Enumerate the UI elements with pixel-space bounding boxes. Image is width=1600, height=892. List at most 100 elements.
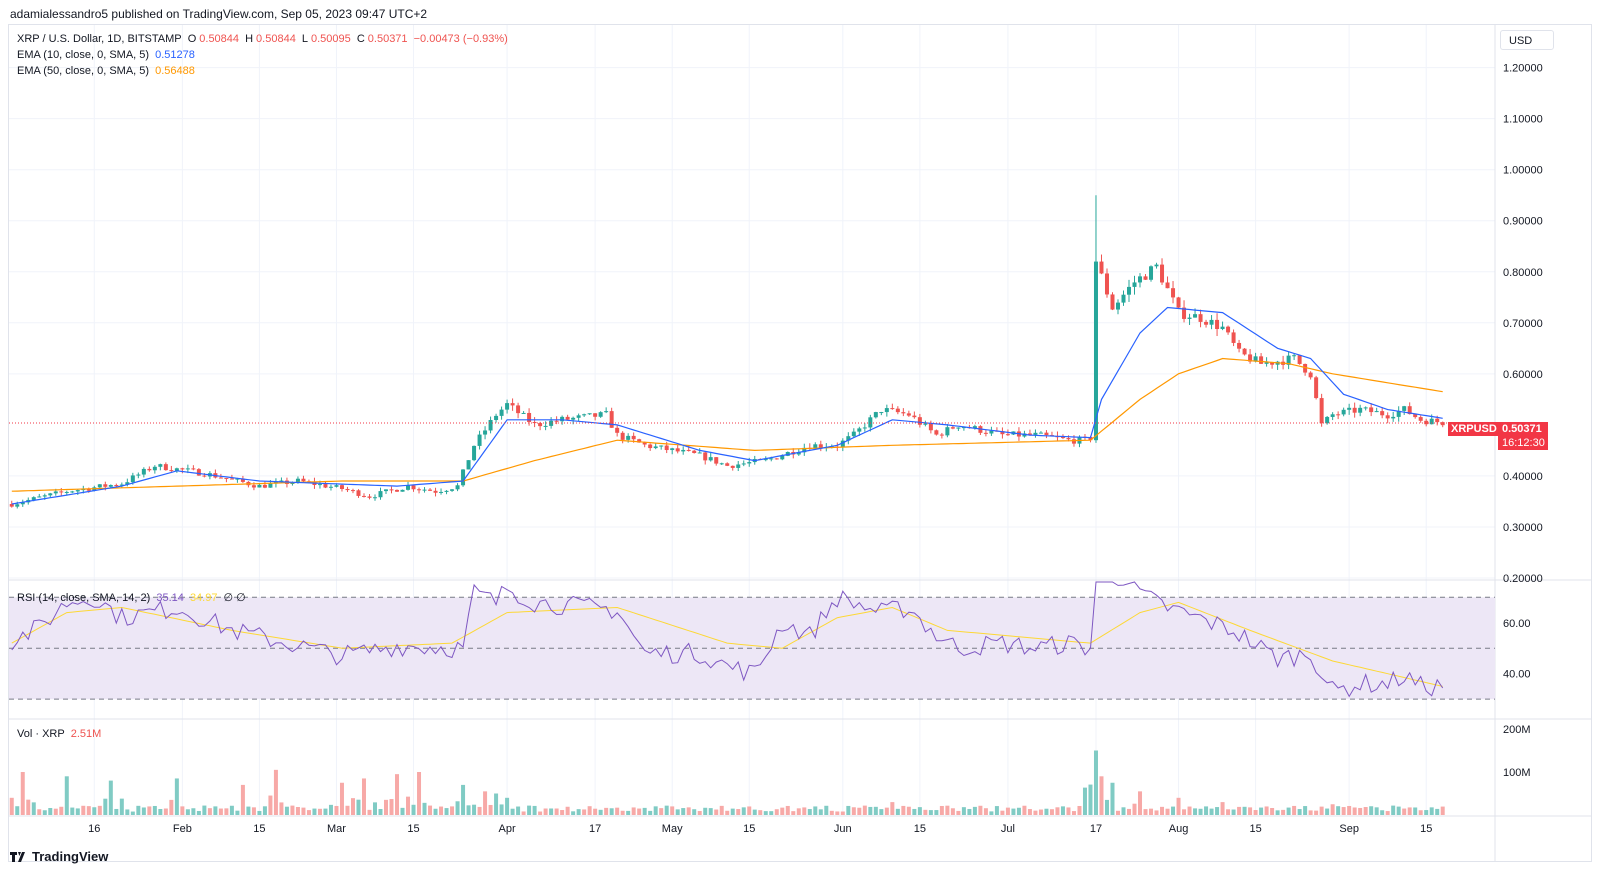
- volume-bar: [26, 799, 31, 815]
- candle-body: [334, 485, 339, 487]
- volume-bar: [994, 806, 999, 815]
- candle-body: [1297, 355, 1302, 364]
- candle-body: [1093, 261, 1098, 441]
- candle-body: [571, 417, 576, 420]
- volume-bar: [1027, 809, 1032, 815]
- volume-bar: [642, 807, 647, 815]
- candle-body: [174, 468, 179, 471]
- price-tick-label: 0.60000: [1503, 369, 1543, 381]
- volume-bar: [15, 806, 20, 815]
- volume-bar: [1204, 806, 1209, 815]
- candle-body: [1319, 398, 1324, 424]
- candle-body: [257, 484, 262, 488]
- candle-body: [686, 449, 691, 451]
- volume-bar: [70, 807, 75, 815]
- candle-body: [130, 475, 135, 483]
- volume-bar: [659, 808, 664, 815]
- tradingview-footer[interactable]: TradingView: [10, 849, 108, 864]
- candle-body: [780, 455, 785, 460]
- volume-bar: [262, 806, 267, 815]
- volume-bar: [560, 810, 565, 815]
- close-label: C: [356, 33, 365, 45]
- candle-body: [884, 408, 889, 413]
- volume-bar: [901, 805, 906, 815]
- volume-bar: [1231, 809, 1236, 815]
- volume-bar: [769, 811, 774, 815]
- volume-bar: [824, 805, 829, 815]
- volume-bar: [174, 778, 179, 815]
- volume-bar: [664, 805, 669, 815]
- currency-button[interactable]: USD: [1500, 30, 1554, 50]
- volume-bar: [169, 799, 174, 815]
- volume-bar: [1077, 805, 1082, 815]
- candle-body: [1176, 297, 1181, 308]
- ema10-legend[interactable]: EMA (10, close, 0, SMA, 5) 0.51278: [17, 49, 198, 61]
- volume-bar: [967, 808, 972, 815]
- candle-body: [20, 502, 25, 505]
- volume-bar: [989, 811, 994, 815]
- time-tick-label: Sep: [1339, 823, 1359, 835]
- candle-body: [235, 478, 240, 480]
- candle-body: [1182, 307, 1187, 319]
- volume-bar: [785, 805, 790, 815]
- candle-body: [15, 504, 20, 507]
- volume-bar: [428, 805, 433, 815]
- volume-bar: [1132, 803, 1137, 815]
- candle-body: [1374, 411, 1379, 413]
- candle-body: [218, 477, 223, 479]
- time-tick-label: Mar: [327, 823, 346, 835]
- candle-body: [224, 477, 229, 479]
- volume-legend[interactable]: Vol · XRP 2.51M: [17, 728, 104, 740]
- volume-bar: [604, 807, 609, 815]
- candle-body: [455, 485, 460, 490]
- volume-bar: [956, 810, 961, 815]
- candle-body: [417, 489, 422, 491]
- volume-bar: [130, 811, 135, 815]
- candle-body: [1231, 332, 1236, 343]
- candle-body: [125, 482, 130, 485]
- candle-body: [1440, 422, 1445, 426]
- volume-bar: [1138, 791, 1143, 815]
- candle-body: [1330, 414, 1335, 417]
- candle-body: [648, 444, 653, 449]
- volume-bar: [1325, 808, 1330, 815]
- volume-bar: [384, 799, 389, 815]
- time-tick-label: May: [662, 823, 683, 835]
- candle-body: [714, 457, 719, 464]
- volume-bar: [92, 807, 97, 815]
- close-value: 0.50371: [367, 33, 408, 45]
- candle-body: [1314, 377, 1319, 399]
- volume-bar: [400, 807, 405, 815]
- candle-body: [42, 495, 47, 497]
- candle-body: [1248, 354, 1253, 362]
- candle-body: [1209, 319, 1214, 325]
- candle-body: [450, 489, 455, 491]
- volume-bar: [829, 810, 834, 815]
- candle-body: [961, 427, 966, 429]
- time-tick-label: Apr: [499, 823, 516, 835]
- ema50-legend[interactable]: EMA (50, close, 0, SMA, 5) 0.56488: [17, 65, 198, 77]
- volume-bar: [1435, 808, 1440, 815]
- candle-body: [1270, 362, 1275, 365]
- candle-body: [1259, 356, 1264, 364]
- volume-bar: [1292, 805, 1297, 815]
- candle-body: [75, 490, 80, 492]
- volume-bar: [301, 807, 306, 815]
- candle-body: [576, 415, 581, 418]
- volume-bar: [328, 804, 333, 815]
- time-tick-label: 17: [589, 823, 601, 835]
- candle-body: [1226, 326, 1231, 333]
- volume-bar: [653, 806, 658, 815]
- volume-bar: [422, 802, 427, 815]
- price-tick-label: 1.10000: [1503, 114, 1543, 126]
- volume-bar: [1220, 802, 1225, 815]
- volume-bar: [862, 805, 867, 815]
- volume-bar: [433, 808, 438, 815]
- volume-bar: [499, 804, 504, 815]
- candle-body: [1220, 326, 1225, 330]
- volume-bar: [108, 780, 113, 815]
- open-label: O: [187, 33, 197, 45]
- symbol-title[interactable]: XRP / U.S. Dollar, 1D, BITSTAMP: [17, 33, 182, 45]
- rsi-legend[interactable]: RSI (14, close, SMA, 14, 2) 35.14 34.97 …: [17, 591, 249, 604]
